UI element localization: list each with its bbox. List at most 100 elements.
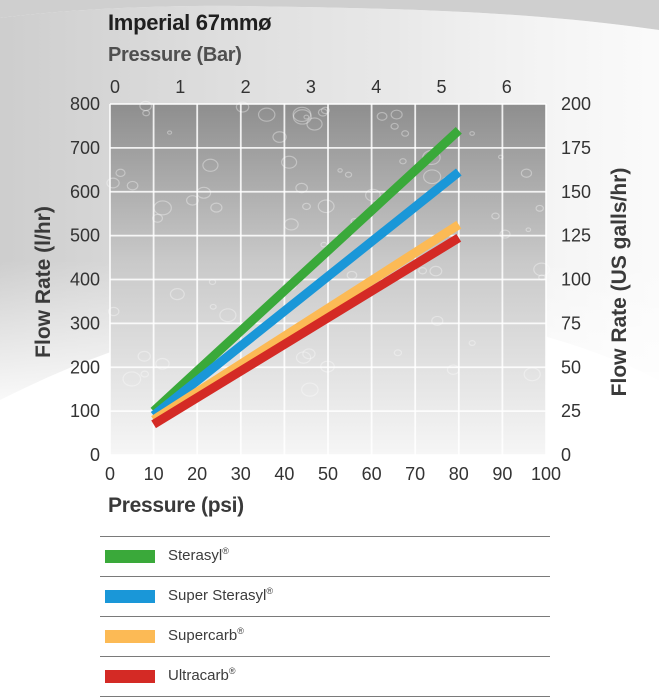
droplet — [468, 340, 476, 347]
legend-label-sterasyl: Sterasyl — [168, 547, 223, 564]
legend-label-super-sterasyl: Super Sterasyl — [168, 587, 267, 604]
y-left-tick-label: 700 — [70, 138, 100, 158]
droplet — [390, 109, 403, 120]
top-x-tick-label: 6 — [502, 77, 512, 97]
x-tick-label: 100 — [531, 464, 561, 484]
y-right-tick-label: 0 — [561, 445, 571, 465]
top-x-tick-label: 0 — [110, 77, 120, 97]
x-tick-label: 40 — [274, 464, 294, 484]
series-line-sterasyl — [150, 127, 462, 415]
droplet — [155, 357, 170, 370]
y-left-tick-label: 400 — [70, 270, 100, 290]
series-lines — [150, 127, 462, 429]
droplet — [491, 212, 500, 220]
droplet — [235, 101, 250, 113]
left-axis-title: Flow Rate (l/hr) — [32, 206, 55, 358]
x-tick-label: 30 — [231, 464, 251, 484]
x-tick-label: 80 — [449, 464, 469, 484]
droplet — [209, 303, 217, 310]
droplet — [401, 130, 410, 137]
y-right-tick-label: 200 — [561, 94, 591, 114]
droplet — [376, 111, 388, 121]
droplet — [429, 265, 443, 277]
droplet — [306, 117, 323, 131]
droplet — [292, 106, 312, 123]
droplet — [219, 308, 237, 323]
droplet — [301, 382, 319, 397]
droplet — [418, 267, 428, 275]
x-tick-label: 90 — [492, 464, 512, 484]
x-tick-label: 0 — [105, 464, 115, 484]
top-axis-label: Pressure (Bar) — [108, 44, 242, 66]
droplet — [142, 109, 151, 117]
y-right-tick-label: 50 — [561, 357, 581, 377]
bottom-axis-label: Pressure (psi) — [108, 494, 244, 517]
legend-swatch-super-sterasyl — [105, 590, 155, 603]
y-left-tick-label: 0 — [90, 445, 100, 465]
droplet — [320, 106, 330, 115]
legend-label-ultracarb: Ultracarb — [168, 667, 229, 684]
droplet — [126, 180, 139, 191]
droplet — [272, 131, 287, 143]
droplet — [302, 348, 316, 360]
y-left-tick-label: 600 — [70, 182, 100, 202]
legend-item-ultracarb: Ultracarb® — [100, 657, 550, 697]
legend-item-sterasyl: Sterasyl® — [100, 536, 550, 577]
top-x-tick-label: 3 — [306, 77, 316, 97]
droplet — [317, 199, 335, 214]
legend-label-supercarb: Supercarb — [168, 627, 238, 644]
droplet — [431, 315, 444, 326]
legend-item-super-sterasyl: Super Sterasyl® — [100, 577, 550, 617]
droplet — [115, 168, 126, 178]
top-x-tick-label: 4 — [371, 77, 381, 97]
droplet — [137, 350, 151, 362]
droplet — [390, 122, 399, 130]
droplet — [257, 107, 276, 122]
droplet — [210, 202, 223, 213]
droplet — [122, 371, 142, 387]
y-right-tick-label: 75 — [561, 313, 581, 333]
right-axis-title: Flow Rate (US galls/hr) — [608, 168, 631, 397]
droplet — [364, 188, 381, 202]
droplet — [533, 262, 551, 277]
droplet — [525, 227, 532, 233]
droplet — [202, 158, 219, 172]
top-x-tick-label: 5 — [436, 77, 446, 97]
droplet — [303, 114, 310, 120]
x-tick-label: 70 — [405, 464, 425, 484]
series-line-supercarb — [151, 220, 462, 424]
series-line-super-sterasyl — [150, 168, 462, 420]
droplet — [139, 100, 153, 112]
y-left-tick-label: 200 — [70, 357, 100, 377]
x-tick-label: 20 — [187, 464, 207, 484]
y-right-tick-label: 150 — [561, 182, 591, 202]
droplet — [469, 131, 475, 136]
tick-labels: 0 10 20 30 40 50 60 70 80 90 100010020030040050060… — [70, 77, 591, 484]
y-left-tick-label: 300 — [70, 313, 100, 333]
droplet — [106, 177, 120, 189]
x-tick-label: 60 — [362, 464, 382, 484]
droplet — [302, 202, 311, 211]
droplet — [107, 306, 120, 317]
legend-swatch-ultracarb — [105, 670, 155, 683]
legend: Sterasyl® Super Sterasyl® Supercarb® Ult… — [100, 536, 550, 697]
droplet — [295, 351, 312, 364]
y-right-tick-label: 25 — [561, 401, 581, 421]
droplet — [281, 155, 298, 169]
droplet — [520, 168, 533, 178]
legend-item-supercarb: Supercarb® — [100, 617, 550, 657]
droplet — [186, 195, 199, 206]
y-left-tick-label: 100 — [70, 401, 100, 421]
legend-swatch-sterasyl — [105, 550, 155, 563]
droplet — [337, 168, 343, 173]
droplet — [344, 171, 353, 178]
y-right-tick-label: 125 — [561, 226, 591, 246]
droplet — [320, 241, 328, 248]
top-x-tick-label: 2 — [241, 77, 251, 97]
chart-title: Imperial 67mmø — [108, 10, 272, 35]
droplet — [499, 229, 511, 239]
y-right-tick-label: 100 — [561, 270, 591, 290]
y-left-tick-label: 800 — [70, 94, 100, 114]
y-right-tick-label: 175 — [561, 138, 591, 158]
droplet — [140, 370, 149, 378]
